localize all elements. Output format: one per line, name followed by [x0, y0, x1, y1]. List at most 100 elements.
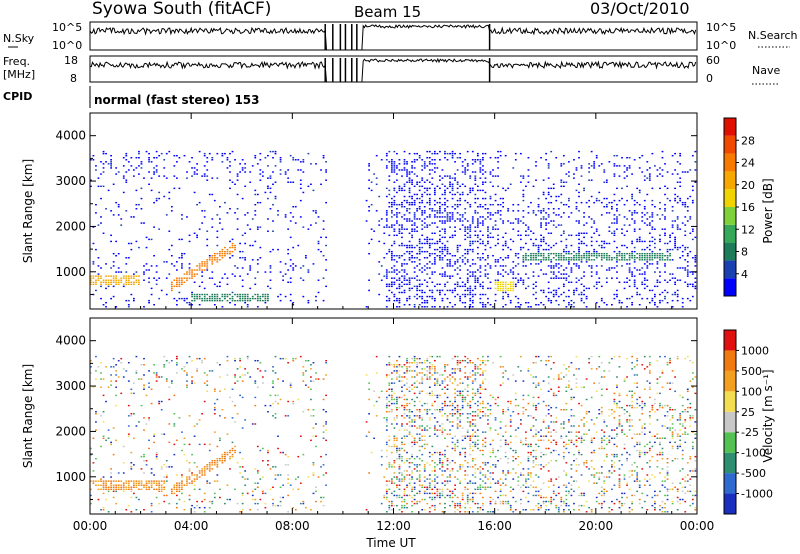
colorbar-swatch — [724, 118, 736, 136]
echo-cell — [292, 357, 295, 360]
echo-cell — [315, 163, 317, 165]
echo-cell — [401, 376, 403, 378]
echo-cell — [234, 275, 236, 277]
echo-cell — [532, 185, 535, 188]
echo-cell — [244, 419, 247, 421]
echo-cell — [196, 295, 198, 298]
echo-cell — [550, 301, 553, 304]
echo-cell — [451, 154, 454, 157]
echo-cell — [196, 234, 198, 237]
echo-cell — [188, 240, 191, 243]
echo-cell — [631, 275, 634, 277]
echo-cell — [211, 500, 214, 503]
echo-cell — [507, 220, 510, 222]
colorbar-tick-label: 28 — [741, 134, 755, 147]
echo-cell — [444, 511, 446, 513]
echo-cell — [444, 480, 446, 482]
echo-cell — [426, 408, 429, 411]
echo-cell — [525, 259, 527, 261]
echo-cell — [203, 293, 206, 296]
echo-cell — [418, 433, 421, 435]
echo-cell — [431, 445, 434, 448]
echo-cell — [193, 480, 196, 482]
echo-cell — [396, 400, 398, 403]
echo-cell — [580, 297, 583, 300]
echo-cell — [479, 216, 482, 218]
echo-cell — [130, 281, 133, 283]
echo-cell — [519, 248, 522, 251]
echo-cell — [517, 230, 520, 232]
echo-cell — [573, 263, 575, 265]
echo-cell — [170, 492, 173, 495]
echo-cell — [178, 417, 181, 419]
echo-cell — [621, 257, 623, 259]
echo-cell — [550, 201, 553, 204]
echo-cell — [578, 257, 580, 259]
echo-cell — [173, 425, 176, 427]
echo-cell — [444, 283, 446, 286]
echo-cell — [428, 427, 431, 429]
echo-cell — [684, 203, 687, 206]
echo-cell — [651, 220, 654, 222]
echo-cell — [373, 230, 376, 232]
echo-cell — [464, 230, 467, 232]
echo-cell — [416, 415, 419, 417]
echo-cell — [406, 220, 408, 222]
echo-cell — [393, 242, 396, 245]
echo-cell — [175, 299, 178, 302]
echo-cell — [277, 504, 279, 507]
echo-cell — [671, 220, 674, 222]
echo-cell — [226, 295, 229, 298]
echo-cell — [418, 240, 421, 243]
echo-cell — [497, 289, 499, 292]
echo-cell — [406, 494, 408, 497]
echo-cell — [105, 439, 107, 442]
echo-cell — [691, 283, 694, 286]
echo-cell — [661, 259, 664, 261]
echo-cell — [221, 255, 224, 257]
echo-cell — [191, 271, 193, 273]
echo-cell — [426, 478, 429, 480]
echo-cell — [107, 283, 110, 286]
echo-cell — [451, 500, 454, 503]
echo-cell — [403, 429, 406, 431]
echo-cell — [689, 283, 692, 286]
echo-cell — [130, 486, 133, 488]
echo-cell — [628, 285, 631, 288]
echo-cell — [264, 191, 267, 194]
echo-cell — [671, 277, 674, 279]
nsky-panel-frame — [89, 21, 698, 51]
echo-cell — [474, 279, 477, 281]
echo-cell — [421, 214, 424, 216]
echo-cell — [406, 163, 408, 165]
echo-cell — [201, 359, 204, 362]
echo-cell — [646, 177, 649, 179]
echo-cell — [530, 259, 532, 261]
echo-cell — [188, 443, 191, 446]
echo-cell — [125, 283, 128, 286]
echo-cell — [466, 386, 469, 388]
echo-cell — [385, 496, 388, 499]
echo-cell — [320, 169, 322, 171]
echo-cell — [274, 355, 277, 358]
echo-cell — [530, 238, 532, 241]
echo-cell — [125, 181, 128, 183]
echo-cell — [287, 400, 290, 403]
echo-cell — [562, 230, 565, 232]
echo-cell — [590, 265, 593, 267]
echo-cell — [168, 197, 171, 200]
echo-cell — [449, 289, 451, 292]
echo-cell — [269, 468, 272, 470]
echo-cell — [406, 210, 408, 212]
echo-cell — [638, 293, 641, 296]
echo-cell — [651, 152, 654, 155]
echo-cell — [676, 218, 679, 220]
echo-cell — [497, 228, 499, 230]
echo-cell — [416, 364, 419, 366]
echo-cell — [593, 220, 596, 222]
echo-cell — [145, 460, 148, 462]
echo-cell — [130, 248, 133, 251]
echo-cell — [552, 187, 555, 190]
echo-cell — [401, 232, 403, 234]
echo-cell — [117, 267, 120, 269]
